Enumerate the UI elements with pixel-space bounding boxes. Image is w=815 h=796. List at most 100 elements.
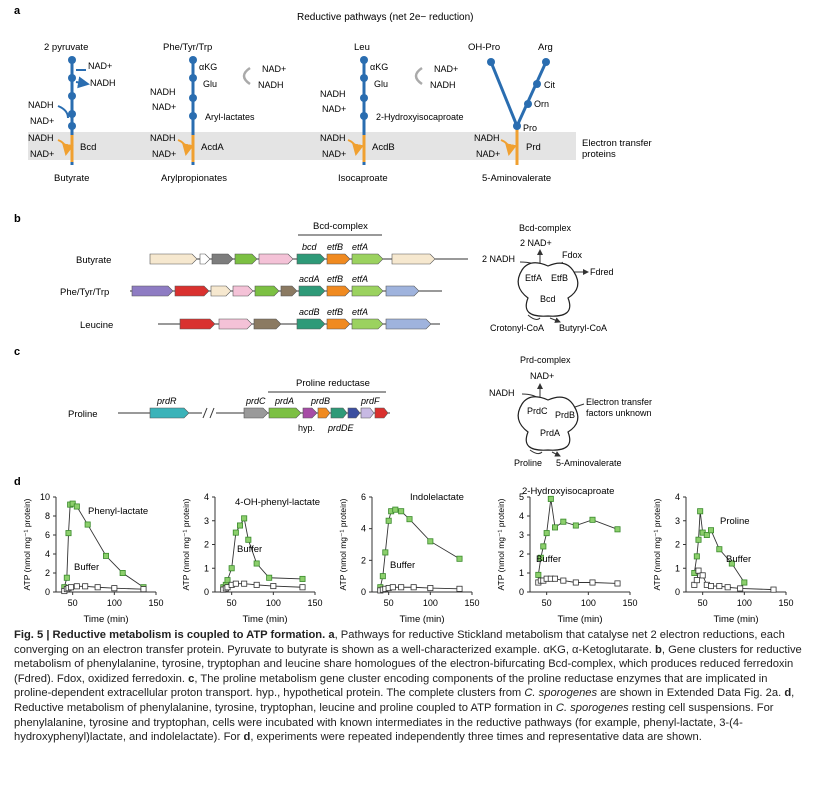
- caption-title: Fig. 5 | Reductive metabolism is coupled…: [14, 629, 326, 641]
- x-tick-label: 150: [464, 598, 479, 608]
- ohpro-label: OH-Pro: [468, 42, 500, 53]
- nadh-label: NADH: [430, 80, 456, 90]
- x-tick-label: 50: [227, 598, 237, 608]
- side-nadh: NADH: [150, 87, 176, 97]
- data-point: [232, 529, 239, 536]
- data-point: [427, 585, 434, 592]
- crotonyl-coa: Crotonyl-CoA: [490, 323, 544, 333]
- data-point: [119, 570, 126, 577]
- bcd-nad: 2 NAD+: [520, 238, 552, 248]
- buffer-label: Buffer: [237, 544, 262, 555]
- series-line: [223, 517, 303, 588]
- band-label-2: proteins: [582, 149, 616, 160]
- proline-substrate: Proline: [514, 458, 542, 468]
- data-point: [385, 517, 392, 524]
- aryl-gene-cluster: [131, 285, 420, 297]
- series-title: Phenyl-lactate: [88, 506, 148, 517]
- butyrate-label: Butyrate: [54, 173, 89, 184]
- x-tick-label: 100: [107, 598, 122, 608]
- band-nadh: NADH: [150, 133, 176, 143]
- bcd-gene-label: bcd: [302, 242, 318, 252]
- series-title: Proline: [720, 516, 750, 527]
- prd-nadh: NADH: [489, 388, 515, 398]
- bcd-subunit: Bcd: [540, 294, 556, 304]
- bcd-fdox: Fdox: [562, 250, 583, 260]
- y-tick-label: 3: [204, 516, 209, 526]
- caption-species-2: C. sporogenes: [555, 701, 629, 714]
- aryl-row-label: Phe/Tyr/Trp: [60, 287, 109, 298]
- leucine-gene-cluster: [179, 318, 432, 330]
- data-point: [614, 580, 621, 587]
- prd-nad: NAD+: [530, 371, 554, 381]
- data-point: [737, 585, 744, 592]
- buffer-label: Buffer: [536, 554, 561, 565]
- data-point: [456, 585, 463, 592]
- prdf-label: prdF: [360, 396, 380, 406]
- etfa-gene-label-2: etfA: [352, 274, 368, 284]
- prdc-subunit: PrdC: [527, 406, 548, 416]
- data-point: [63, 574, 70, 581]
- band-label-1: Electron transfer: [582, 138, 652, 149]
- band-nad: NAD+: [322, 149, 346, 159]
- data-point: [699, 572, 706, 579]
- prdde-label: prdDE: [327, 423, 355, 433]
- data-point: [410, 584, 417, 591]
- y-tick-label: 4: [361, 524, 366, 534]
- pheTyrTrp-label: Phe/Tyr/Trp: [163, 42, 212, 53]
- y-tick-label: 10: [40, 492, 50, 502]
- figure-caption: Fig. 5 | Reductive metabolism is coupled…: [14, 628, 804, 745]
- data-point: [299, 575, 306, 582]
- data-point: [103, 552, 110, 559]
- pathway-proline: OH-Pro Arg Cit Orn Pro NADH NAD+ Prd 5-A…: [468, 42, 555, 184]
- prda-subunit: PrdA: [540, 428, 560, 438]
- butyrate-row-label: Butyrate: [76, 255, 111, 266]
- data-point: [270, 583, 277, 590]
- data-point: [228, 565, 235, 572]
- data-point: [708, 583, 715, 590]
- x-tick-label: 100: [266, 598, 281, 608]
- y-tick-label: 3: [519, 530, 524, 540]
- y-tick-label: 2: [204, 540, 209, 550]
- data-point: [241, 515, 248, 522]
- prdb-subunit: PrdB: [555, 410, 575, 420]
- caption-text-c: , The proline metabolism gene cluster en…: [14, 672, 768, 700]
- data-point: [245, 536, 252, 543]
- bcd-cluster-label: Bcd-complex: [313, 221, 368, 232]
- data-point: [589, 579, 596, 586]
- acdb-enzyme: AcdB: [372, 142, 395, 153]
- x-tick-label: 150: [778, 598, 793, 608]
- data-point: [68, 584, 75, 591]
- series-title: Indolelactate: [410, 492, 464, 503]
- y-tick-label: 0: [519, 587, 524, 597]
- data-point: [543, 530, 550, 537]
- proline-gene-cluster: [149, 407, 389, 419]
- y-tick-label: 8: [45, 511, 50, 521]
- proline-reductase-label: Proline reductase: [296, 378, 370, 389]
- y-axis-label: ATP (nmol mg⁻¹ protein): [338, 498, 348, 590]
- aminovalerate-product: 5-Aminovalerate: [556, 458, 622, 468]
- etf-unknown-2: factors unknown: [586, 408, 652, 418]
- data-point: [398, 584, 405, 591]
- data-point: [382, 549, 389, 556]
- band-nad: NAD+: [30, 149, 54, 159]
- x-tick-label: 100: [581, 598, 596, 608]
- hyp-label: hyp.: [298, 423, 315, 433]
- data-point: [73, 583, 80, 590]
- akg-label: αKG: [370, 62, 388, 72]
- figure-canvas: a Reductive pathways (net 2e− reduction)…: [14, 5, 794, 625]
- acdb-gene-label: acdB: [299, 307, 320, 317]
- panel-b-letter: b: [14, 213, 21, 225]
- data-point: [547, 495, 554, 502]
- y-tick-label: 2: [361, 555, 366, 565]
- y-tick-label: 2: [519, 549, 524, 559]
- prd-complex-diagram: Prd-complex NAD+ NADH Electron transfer …: [489, 355, 652, 468]
- x-axis-label: Time (min): [83, 614, 128, 625]
- caption-text-d: , Reductive metabolism of phenylalanine,…: [14, 687, 795, 714]
- caption-text-d2: resting cell suspensions. For phenylalan…: [14, 701, 774, 744]
- data-point: [140, 586, 147, 593]
- buffer-label: Buffer: [726, 554, 751, 565]
- isocaproate-label: Isocaproate: [338, 173, 388, 184]
- x-axis-label: Time (min): [242, 614, 287, 625]
- prdb-gene: [302, 407, 318, 419]
